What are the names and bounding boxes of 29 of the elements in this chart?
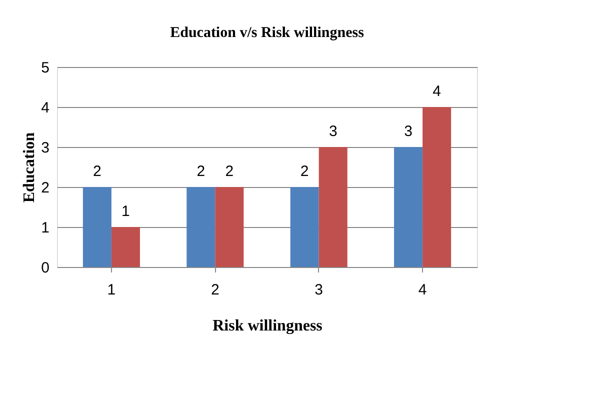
- bar: [82, 187, 112, 267]
- y-axis-title: Education: [21, 132, 38, 203]
- y-tick-label: 4: [41, 100, 50, 116]
- bar: [422, 107, 452, 267]
- bar: [290, 187, 319, 267]
- data-label: 2: [93, 163, 102, 180]
- x-tick-label: 2: [210, 282, 220, 298]
- bar: [111, 227, 140, 267]
- x-tick-label: 1: [107, 282, 116, 298]
- bar: [186, 187, 216, 267]
- y-tick-label: 3: [41, 140, 50, 156]
- chart-title: Education v/s Risk willingness: [170, 25, 364, 41]
- data-label: 3: [404, 123, 412, 140]
- y-tick-label: 0: [41, 260, 50, 276]
- bar: [318, 147, 348, 267]
- data-label: 2: [300, 163, 309, 180]
- data-label: 4: [432, 83, 441, 100]
- y-tick-label: 1: [41, 220, 50, 236]
- data-label: 2: [196, 163, 206, 180]
- data-label: 2: [225, 163, 234, 180]
- data-label: 1: [122, 203, 130, 220]
- y-tick-label: 5: [41, 60, 50, 76]
- x-tick-label: 3: [314, 282, 324, 298]
- data-label: 3: [328, 123, 338, 140]
- bar: [394, 147, 423, 267]
- x-tick-label: 4: [418, 282, 427, 298]
- x-axis-title: Risk willingness: [212, 318, 322, 334]
- y-tick-label: 2: [41, 180, 50, 196]
- bar: [215, 187, 244, 267]
